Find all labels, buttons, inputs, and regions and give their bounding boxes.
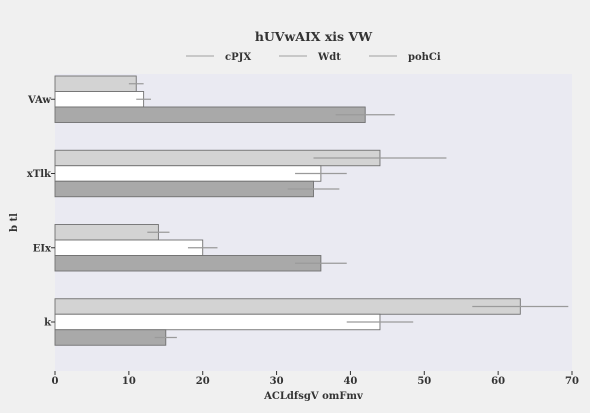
bar-1-1 [54, 165, 322, 182]
bar-3-2 [54, 329, 167, 346]
x-tick-label-2: 20 [196, 376, 210, 387]
x-axis-label: ACLdfsgV omFmv [263, 391, 364, 402]
y-tick-label-0: VAw [27, 95, 51, 106]
x-tick-label-6: 60 [491, 376, 505, 387]
bar-2-1 [54, 239, 204, 256]
bar-2-0 [54, 224, 159, 241]
bar-3-1 [54, 313, 381, 331]
legend-label-0: cPJX [225, 52, 251, 63]
bars [54, 75, 521, 346]
x-tick-label-1: 10 [122, 376, 136, 387]
legend-label-1: Wdt [317, 52, 341, 63]
legend: cPJX Wdt pohCi [186, 52, 441, 63]
error-bars [128, 83, 569, 339]
y-axis-label: b tl [9, 213, 20, 232]
y-tick-label-1: xTlk [27, 169, 52, 180]
x-tick-label-3: 30 [270, 376, 284, 387]
y-tick-label-3: k [44, 318, 52, 329]
bar-2-2 [54, 255, 322, 272]
bar-0-1 [54, 91, 145, 108]
x-tick-label-5: 50 [417, 376, 431, 387]
x-tick-label-4: 40 [343, 376, 357, 387]
bar-0-2 [54, 106, 366, 123]
x-tick-label-0: 0 [52, 376, 59, 387]
x-tick-label-7: 70 [565, 376, 579, 387]
bar-3-0 [54, 298, 521, 315]
x-axis-ticks: 0 10 20 30 40 50 60 70 [52, 371, 579, 387]
y-axis-ticks: VAw xTlk EIx k [27, 95, 55, 329]
y-tick-label-2: EIx [33, 243, 52, 254]
legend-label-2: pohCi [408, 52, 441, 63]
chart-title: hUVwAIX xis VW [255, 29, 373, 44]
bar-1-2 [54, 180, 314, 198]
bar-0-0 [54, 75, 137, 92]
